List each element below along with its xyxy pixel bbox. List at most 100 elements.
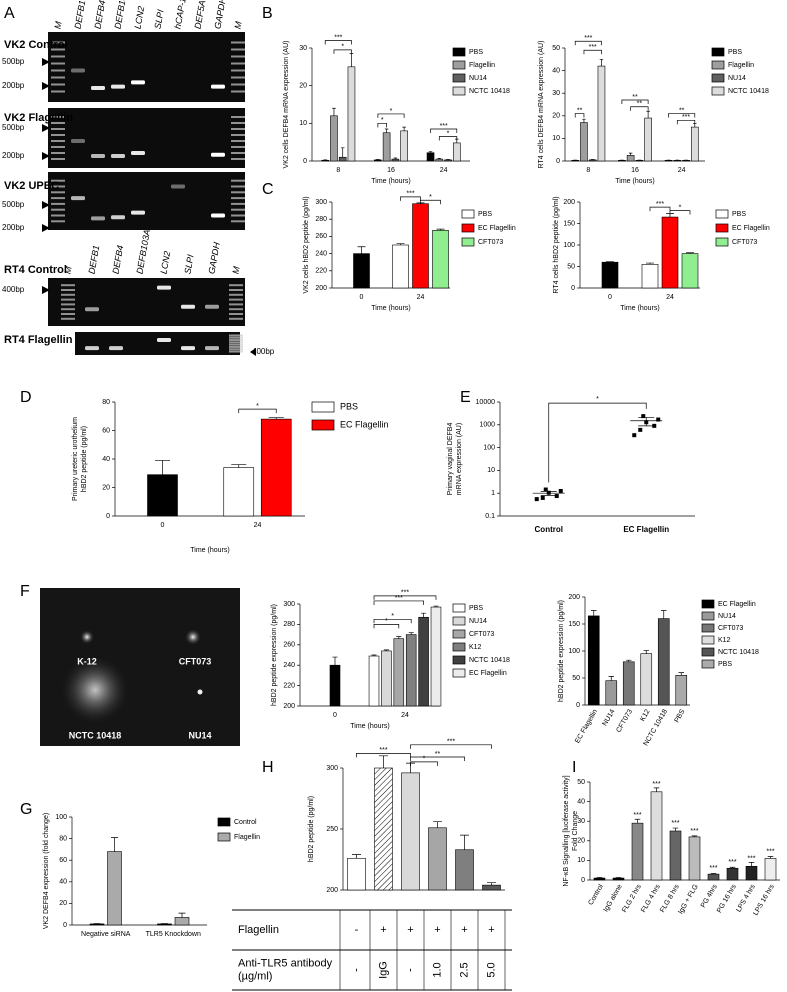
ladder-band [51, 69, 65, 72]
error-bar [408, 632, 414, 635]
lane-label: GAPDH [206, 241, 221, 275]
bar [597, 65, 606, 162]
gel-band [71, 196, 85, 201]
legend-swatch [452, 603, 466, 613]
significance-bracket [410, 761, 438, 766]
legend-swatch [711, 86, 725, 96]
legend-swatch [711, 47, 725, 57]
y-tick-label: 30 [577, 818, 585, 825]
error-bar [460, 834, 469, 850]
y-tick-label: 0 [576, 702, 580, 709]
legend-swatch [701, 635, 715, 645]
error-bar [111, 837, 118, 852]
significance-bracket [238, 408, 277, 414]
x-tick-label: 24 [401, 712, 409, 719]
gel-band [111, 84, 125, 89]
error-bar [428, 151, 433, 153]
x-tick-label: 8 [586, 167, 590, 174]
ladder-band [231, 116, 245, 118]
y-tick-label: 40 [552, 67, 560, 74]
y-axis-label: RT4 cells hBD2 peptide (pg/ml) [553, 196, 560, 293]
error-bar [729, 866, 736, 869]
ladder-band [231, 122, 245, 124]
ladder-band [231, 185, 245, 188]
y-tick-label: 220 [283, 682, 295, 689]
significance-bracket [410, 756, 465, 762]
bar [374, 159, 382, 162]
significance-label: *** [447, 739, 455, 746]
ladder-band [61, 289, 75, 291]
row-label: RT4 Flagellin [4, 334, 73, 346]
ladder-band [61, 303, 75, 306]
y-tick-label: 20 [59, 900, 67, 907]
error-bar [599, 58, 604, 67]
ladder-band [51, 185, 65, 188]
x-axis-label: Time (hours) [371, 305, 410, 312]
y-tick-label: 100 [563, 242, 575, 249]
ladder-band [231, 41, 245, 44]
significance-bracket [676, 119, 696, 125]
y-tick-label: 200 [563, 199, 575, 206]
bar [455, 849, 474, 891]
gel-band [109, 346, 123, 351]
table-cell: - [404, 968, 416, 972]
legend-swatch [715, 237, 729, 247]
gel [48, 108, 245, 168]
table-row-label: Anti-TLR5 antibody [238, 957, 333, 969]
legend-label: PBS [340, 401, 358, 411]
y-tick-label: 150 [568, 621, 580, 628]
significance-label: *** [440, 123, 448, 130]
y-tick-label: 10 [487, 467, 495, 474]
significance-label: *** [656, 201, 664, 208]
ladder-band [231, 208, 245, 211]
significance-bracket [548, 402, 647, 483]
gel-band [157, 285, 171, 290]
ladder-band [231, 76, 245, 79]
bar [400, 130, 408, 162]
y-tick-label: 300 [326, 765, 338, 772]
significance-bracket [373, 600, 424, 605]
error-bar [155, 460, 170, 475]
ladder-band [229, 343, 243, 346]
x-tick-label: Control [535, 525, 563, 534]
ladder-band [231, 128, 245, 130]
y-tick-label: 220 [315, 268, 327, 275]
significance-label: *** [379, 747, 387, 754]
point [543, 487, 548, 492]
legend-label: NU14 [469, 618, 487, 625]
gel-band [171, 184, 185, 189]
legend-swatch [452, 668, 466, 678]
error-bar [691, 835, 698, 837]
lane-label: DEFB103A [134, 229, 152, 275]
legend-swatch [452, 616, 466, 626]
gel [75, 332, 240, 355]
y-tick-label: 20 [299, 83, 307, 90]
bar [412, 203, 429, 289]
ladder-band [229, 289, 243, 291]
y-tick-label: 50 [572, 675, 580, 682]
legend-label: Flagellin [234, 834, 260, 841]
legend-label: K12 [469, 644, 482, 651]
ladder-band [61, 313, 75, 315]
y-tick-label: 50 [567, 263, 575, 270]
bar [321, 159, 330, 162]
ladder-band [61, 298, 75, 301]
bar [391, 158, 400, 162]
gel-band [205, 346, 219, 351]
legend-label: Control [234, 819, 257, 826]
legend-label: PBS [478, 211, 492, 218]
ladder-band [51, 55, 65, 58]
legend-label: EC Flagellin [478, 225, 516, 232]
marker-label: 400bp [252, 347, 275, 356]
bar [587, 615, 600, 706]
bar [452, 142, 461, 162]
legend-label: PBS [469, 49, 483, 56]
x-tick-label: TLR5 Knockdown [146, 931, 201, 938]
x-tick-label: NU14 [602, 708, 617, 727]
legend-swatch [452, 642, 466, 652]
legend-label: NU14 [718, 613, 736, 620]
colony [197, 689, 203, 695]
y-tick-label: 250 [326, 826, 338, 833]
bar [405, 634, 417, 707]
